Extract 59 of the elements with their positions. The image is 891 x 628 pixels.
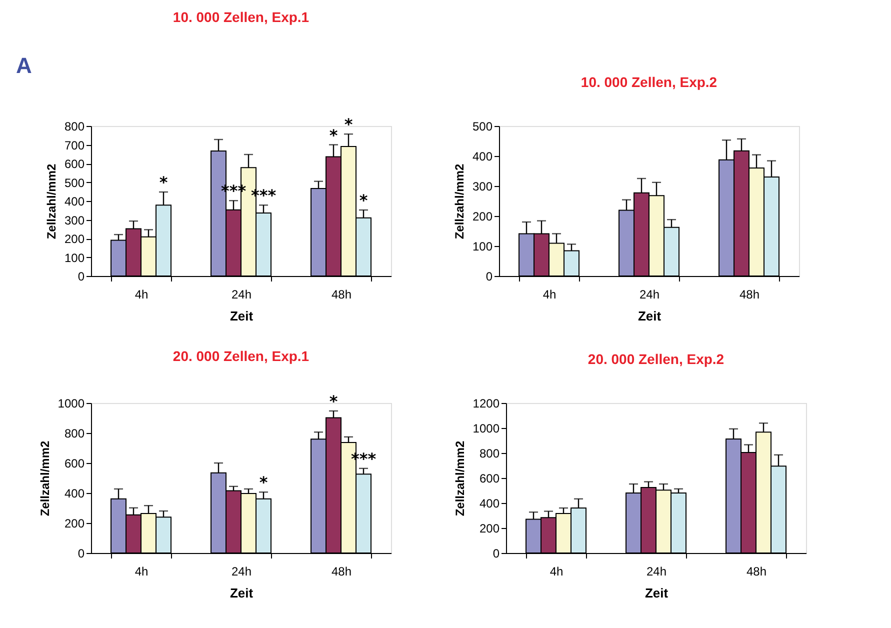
chart-title: 20. 000 Zellen, Exp.1 — [172, 348, 310, 364]
y-tick-label: 0 — [78, 546, 85, 560]
annotation: * — [329, 126, 338, 145]
x-tick-label: 24h — [639, 288, 660, 302]
y-axis-title: Zellzahl/mm2 — [38, 440, 52, 516]
y-tick-label: 600 — [479, 472, 500, 486]
y-tick-label: 1200 — [472, 396, 500, 410]
y-tick-label: 600 — [64, 456, 85, 470]
annotation: * — [259, 473, 268, 492]
y-tick-label: 800 — [64, 426, 85, 440]
chart-title: 20. 000 Zellen, Exp.2 — [588, 351, 724, 367]
y-tick-label: 0 — [486, 270, 493, 284]
y-tick-label: 200 — [64, 516, 85, 530]
y-tick-label: 0 — [78, 270, 85, 284]
x-axis-title: Zeit — [230, 586, 254, 600]
y-tick-label: 1000 — [58, 396, 85, 410]
annotation: * — [344, 115, 354, 134]
y-axis-title: Zellzahl/mm2 — [44, 163, 58, 240]
y-axis-title: Zellzahl/mm2 — [452, 163, 466, 240]
y-tick-label: 300 — [64, 213, 85, 228]
x-axis-title: Zeit — [644, 586, 669, 600]
y-tick-label: 200 — [64, 232, 85, 246]
chart-title: 10. 000 Zellen, Exp.2 — [580, 74, 718, 90]
y-tick-label: 100 — [64, 250, 85, 265]
x-tick-label: 4h — [550, 564, 564, 578]
y-tick-label: 600 — [64, 157, 85, 171]
x-axis-title: Zeit — [230, 308, 254, 324]
x-tick-label: 48h — [331, 564, 352, 578]
y-tick-label: 500 — [64, 176, 85, 190]
y-tick-label: 400 — [479, 496, 500, 510]
annotation: * — [329, 392, 338, 411]
x-tick-label: 4h — [542, 288, 556, 302]
x-tick-label: 48h — [331, 288, 352, 302]
y-tick-label: 400 — [64, 486, 85, 500]
y-tick-label: 300 — [472, 180, 493, 194]
y-tick-label: 400 — [472, 150, 493, 164]
x-tick-label: 24h — [231, 288, 252, 302]
x-tick-label: 48h — [739, 288, 760, 302]
y-tick-label: 1000 — [472, 422, 500, 436]
annotation: * — [159, 173, 168, 192]
annotation: * — [359, 191, 368, 210]
y-tick-label: 700 — [64, 138, 85, 152]
chart-title: 10. 000 Zellen, Exp.1 — [172, 9, 310, 25]
y-tick-label: 800 — [64, 120, 85, 134]
y-tick-label: 400 — [64, 194, 85, 208]
x-tick-label: 24h — [646, 564, 667, 578]
text: A — [16, 53, 32, 78]
x-axis-title: Zeit — [638, 308, 662, 324]
y-tick-label: 100 — [472, 240, 493, 254]
y-tick-label: 800 — [479, 446, 500, 460]
y-tick-label: 200 — [472, 210, 493, 224]
y-axis-title: Zellzahl/mm2 — [452, 440, 467, 516]
x-tick-label: 48h — [746, 564, 767, 578]
y-tick-label: 200 — [479, 522, 500, 536]
x-tick-label: 4h — [134, 288, 148, 302]
x-tick-label: 4h — [134, 564, 148, 578]
y-tick-label: 500 — [472, 120, 493, 134]
x-tick-label: 24h — [231, 564, 252, 578]
y-tick-label: 0 — [492, 546, 500, 560]
